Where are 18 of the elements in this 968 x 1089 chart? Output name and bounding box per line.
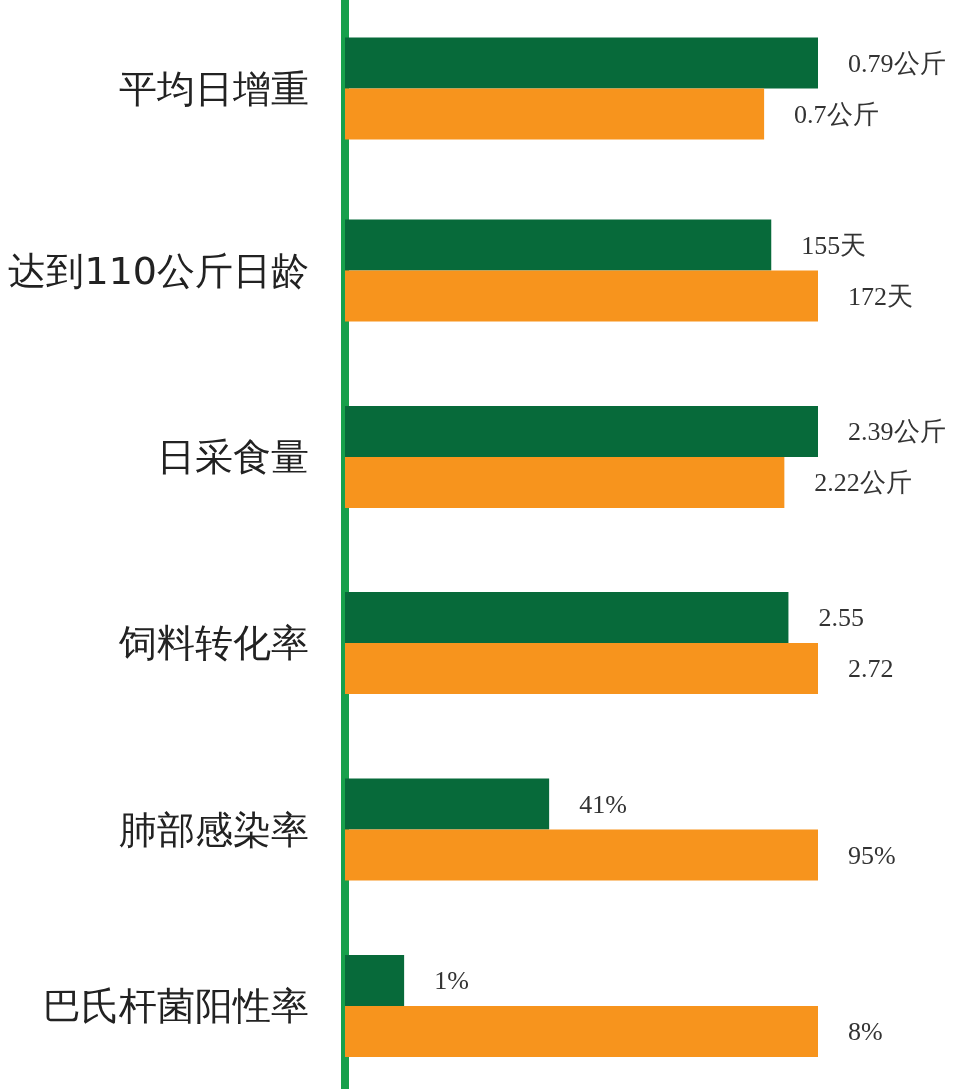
y-tick-label: 日采食量 <box>157 435 309 479</box>
data-label: 95% <box>848 840 896 870</box>
y-tick-label: 肺部感染率 <box>119 807 309 852</box>
data-label: 2.22公斤 <box>814 468 912 497</box>
data-label: 1% <box>434 966 469 995</box>
data-label: 41% <box>579 789 627 819</box>
data-label: 2.55 <box>818 603 864 632</box>
y-tick-label: 巴氏杆菌阳性率 <box>43 984 309 1028</box>
data-label: 172天 <box>848 281 913 311</box>
y-tick-label: 达到110公斤日龄 <box>8 248 309 293</box>
data-label: 2.39公斤 <box>848 417 946 446</box>
y-tick-label: 平均日增重 <box>119 66 309 111</box>
data-label: 155天 <box>801 230 867 260</box>
data-label: 0.7公斤 <box>794 99 879 129</box>
data-label: 2.72 <box>848 654 894 683</box>
data-label: 0.79公斤 <box>848 48 946 78</box>
data-label: 8% <box>848 1017 883 1046</box>
y-tick-label: 饲料转化率 <box>118 621 309 665</box>
